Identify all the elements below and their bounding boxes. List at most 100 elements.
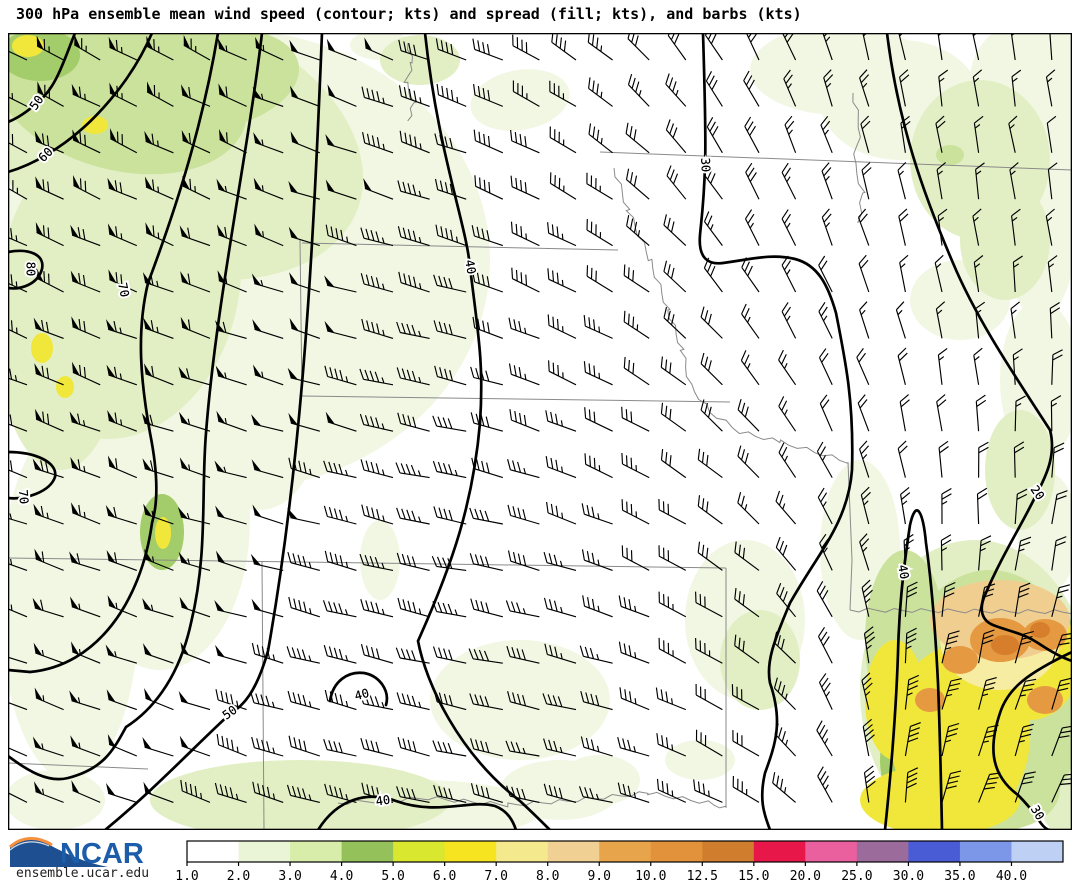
barb-staff bbox=[899, 254, 909, 293]
barb-staff bbox=[254, 468, 284, 479]
wind-barb bbox=[781, 255, 797, 293]
wind-barb bbox=[143, 317, 174, 339]
barb-staff bbox=[973, 115, 984, 153]
wind-barb bbox=[215, 505, 247, 525]
colorbar-tick-label: 1.0 bbox=[175, 869, 198, 884]
wind-barb bbox=[582, 595, 613, 618]
wind-barb bbox=[859, 301, 870, 339]
wind-barb bbox=[178, 551, 211, 571]
wind-barb bbox=[583, 315, 613, 339]
wind-barb bbox=[548, 360, 577, 386]
wind-barb bbox=[938, 440, 949, 478]
wind-barb bbox=[436, 83, 467, 107]
wind-barb bbox=[860, 486, 871, 525]
wind-barb bbox=[1014, 630, 1034, 664]
wind-barb bbox=[70, 735, 101, 757]
wind-barb bbox=[580, 690, 613, 711]
wind-barb bbox=[472, 38, 504, 61]
wind-barb bbox=[820, 115, 833, 154]
wind-barb bbox=[511, 267, 540, 293]
wind-barb bbox=[549, 172, 577, 200]
barb-staff bbox=[0, 318, 28, 339]
barb-staff bbox=[897, 161, 907, 200]
wind-barb bbox=[34, 548, 64, 571]
wind-barb bbox=[323, 645, 357, 664]
wind-barb bbox=[70, 456, 101, 479]
barb-staff bbox=[471, 457, 503, 479]
barb-staff bbox=[435, 38, 467, 61]
wind-barb bbox=[588, 123, 613, 154]
barb-pennant bbox=[70, 596, 79, 610]
wind-barb bbox=[700, 352, 723, 386]
barb-staff bbox=[472, 270, 503, 293]
barb-staff bbox=[396, 507, 430, 525]
barb-pennant bbox=[105, 505, 116, 518]
barb-staff bbox=[109, 39, 138, 61]
colorbar-segment-7.0 bbox=[496, 841, 549, 862]
barb-staff bbox=[935, 301, 946, 339]
barb-pennant bbox=[107, 223, 117, 237]
barb-pennant bbox=[288, 180, 299, 194]
wind-barb bbox=[819, 394, 833, 432]
barb-staff bbox=[72, 132, 101, 154]
wind-barb bbox=[107, 410, 138, 432]
barb-staff bbox=[737, 445, 760, 479]
barb-staff bbox=[507, 459, 540, 479]
wind-barb bbox=[859, 533, 870, 571]
wind-barb bbox=[433, 784, 467, 803]
wind-barb bbox=[70, 596, 101, 618]
spread-fill-region bbox=[0, 230, 120, 470]
barb-staff bbox=[108, 366, 137, 386]
barb-staff bbox=[1047, 162, 1058, 200]
wind-barb bbox=[361, 86, 394, 107]
wind-barb bbox=[396, 321, 430, 339]
barb-staff bbox=[432, 646, 467, 664]
barb-staff bbox=[359, 693, 394, 711]
wind-barb bbox=[69, 551, 101, 571]
wind-barb bbox=[663, 214, 687, 247]
barb-staff bbox=[474, 175, 504, 200]
barb-staff bbox=[618, 595, 650, 618]
barb-staff bbox=[583, 315, 613, 339]
wind-barb bbox=[978, 535, 992, 571]
wind-barb bbox=[399, 130, 430, 154]
wind-barb bbox=[1014, 536, 1032, 571]
wind-barb bbox=[898, 208, 909, 246]
barb-staff bbox=[658, 591, 687, 618]
wind-barb bbox=[1011, 208, 1021, 246]
barb-pennant bbox=[144, 130, 153, 145]
barb-staff bbox=[549, 126, 577, 154]
barb-staff bbox=[580, 690, 613, 711]
wind-barb bbox=[741, 257, 760, 293]
barb-staff bbox=[253, 563, 284, 571]
wind-barb bbox=[510, 221, 540, 247]
barb-staff bbox=[180, 512, 211, 525]
wind-barb bbox=[617, 736, 650, 757]
barb-staff bbox=[433, 784, 467, 803]
wind-barb bbox=[972, 69, 983, 107]
barb-staff bbox=[361, 86, 394, 107]
spread-fill-region bbox=[915, 688, 945, 712]
barb-staff bbox=[823, 69, 834, 107]
wind-barb bbox=[473, 129, 504, 154]
barb-staff bbox=[859, 533, 870, 571]
wind-barb bbox=[781, 302, 797, 339]
wind-barb bbox=[818, 255, 833, 293]
wind-barb bbox=[941, 581, 956, 617]
barb-pennant bbox=[327, 84, 336, 98]
barb-staff bbox=[1051, 442, 1065, 478]
barb-staff bbox=[434, 365, 467, 386]
barb-staff bbox=[35, 788, 64, 803]
barb-staff bbox=[73, 178, 101, 200]
wind-speed-contour-30 bbox=[992, 650, 1074, 832]
wind-barb bbox=[512, 34, 540, 61]
wind-barb bbox=[781, 209, 797, 246]
wind-barb bbox=[935, 115, 946, 153]
barb-staff bbox=[731, 684, 760, 711]
wind-barb bbox=[773, 677, 797, 711]
barb-staff bbox=[621, 499, 650, 525]
wind-barb bbox=[703, 211, 723, 246]
barb-staff bbox=[660, 356, 687, 386]
barb-staff bbox=[586, 218, 613, 247]
page-title: 300 hPa ensemble mean wind speed (contou… bbox=[16, 5, 802, 23]
